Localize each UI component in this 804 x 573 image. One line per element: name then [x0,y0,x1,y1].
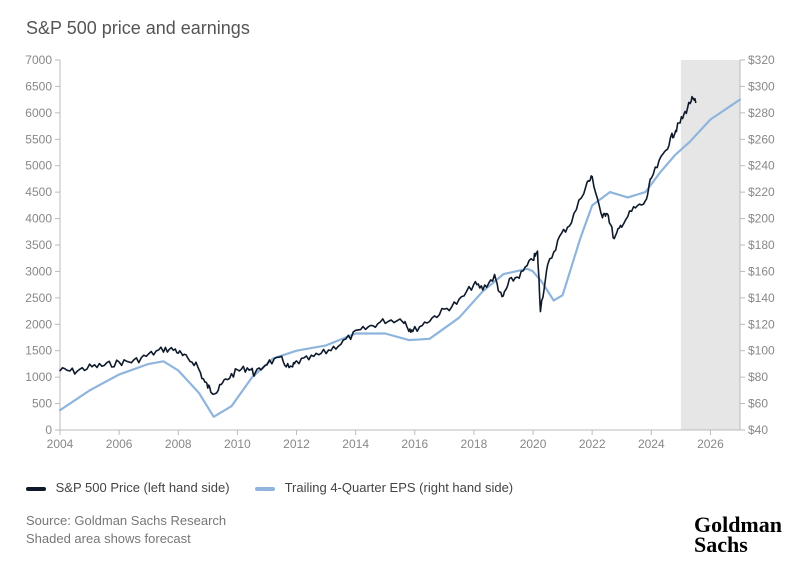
legend-item-eps: Trailing 4-Quarter EPS (right hand side) [255,480,513,495]
svg-text:500: 500 [32,397,52,411]
svg-text:$100: $100 [748,344,775,358]
forecast-band [681,60,740,430]
svg-text:6000: 6000 [25,106,52,120]
legend-item-price: S&P 500 Price (left hand side) [26,480,230,495]
svg-text:2010: 2010 [224,437,251,451]
svg-text:$280: $280 [748,106,775,120]
svg-text:$80: $80 [748,370,768,384]
svg-text:4500: 4500 [25,185,52,199]
source-line-1: Source: Goldman Sachs Research [26,512,226,530]
svg-text:2012: 2012 [283,437,310,451]
svg-text:5000: 5000 [25,159,52,173]
svg-text:2008: 2008 [165,437,192,451]
svg-text:3000: 3000 [25,264,52,278]
svg-text:1000: 1000 [25,370,52,384]
axes: 0 500 1000 1500 2000 2500 3000 3500 4000 4500 5000… [25,53,775,451]
svg-text:$240: $240 [748,159,775,173]
svg-text:$120: $120 [748,317,775,331]
svg-text:$260: $260 [748,132,775,146]
svg-text:$140: $140 [748,291,775,305]
svg-text:$200: $200 [748,212,775,226]
brand-logo: Goldman Sachs [694,515,782,555]
svg-text:$220: $220 [748,185,775,199]
svg-text:$40: $40 [748,423,768,437]
svg-text:5500: 5500 [25,132,52,146]
svg-text:2018: 2018 [461,437,488,451]
source-text: Source: Goldman Sachs Research Shaded ar… [26,512,226,547]
svg-text:4000: 4000 [25,212,52,226]
legend-swatch-price [26,487,46,491]
svg-text:2016: 2016 [401,437,428,451]
chart-title: S&P 500 price and earnings [26,18,250,39]
series-eps [60,100,740,417]
svg-text:6500: 6500 [25,79,52,93]
svg-text:$300: $300 [748,79,775,93]
svg-text:2004: 2004 [47,437,74,451]
svg-text:$160: $160 [748,264,775,278]
legend-label-price: S&P 500 Price (left hand side) [56,480,230,495]
legend-swatch-eps [255,487,275,491]
svg-text:2000: 2000 [25,317,52,331]
svg-text:$180: $180 [748,238,775,252]
svg-text:7000: 7000 [25,53,52,67]
svg-text:$320: $320 [748,53,775,67]
svg-text:$60: $60 [748,397,768,411]
svg-text:0: 0 [45,423,52,437]
source-line-2: Shaded area shows forecast [26,530,226,548]
svg-text:2022: 2022 [579,437,606,451]
series-price [60,97,696,395]
svg-text:3500: 3500 [25,238,52,252]
legend-label-eps: Trailing 4-Quarter EPS (right hand side) [285,480,514,495]
svg-text:2500: 2500 [25,291,52,305]
chart-canvas: 0 500 1000 1500 2000 2500 3000 3500 4000 4500 5000… [0,50,804,470]
svg-text:2014: 2014 [342,437,369,451]
legend: S&P 500 Price (left hand side) Trailing … [26,480,535,495]
brand-line-2: Sachs [694,535,782,555]
svg-text:2020: 2020 [520,437,547,451]
svg-text:1500: 1500 [25,344,52,358]
svg-text:2026: 2026 [697,437,724,451]
svg-text:2006: 2006 [106,437,133,451]
svg-text:2024: 2024 [638,437,665,451]
